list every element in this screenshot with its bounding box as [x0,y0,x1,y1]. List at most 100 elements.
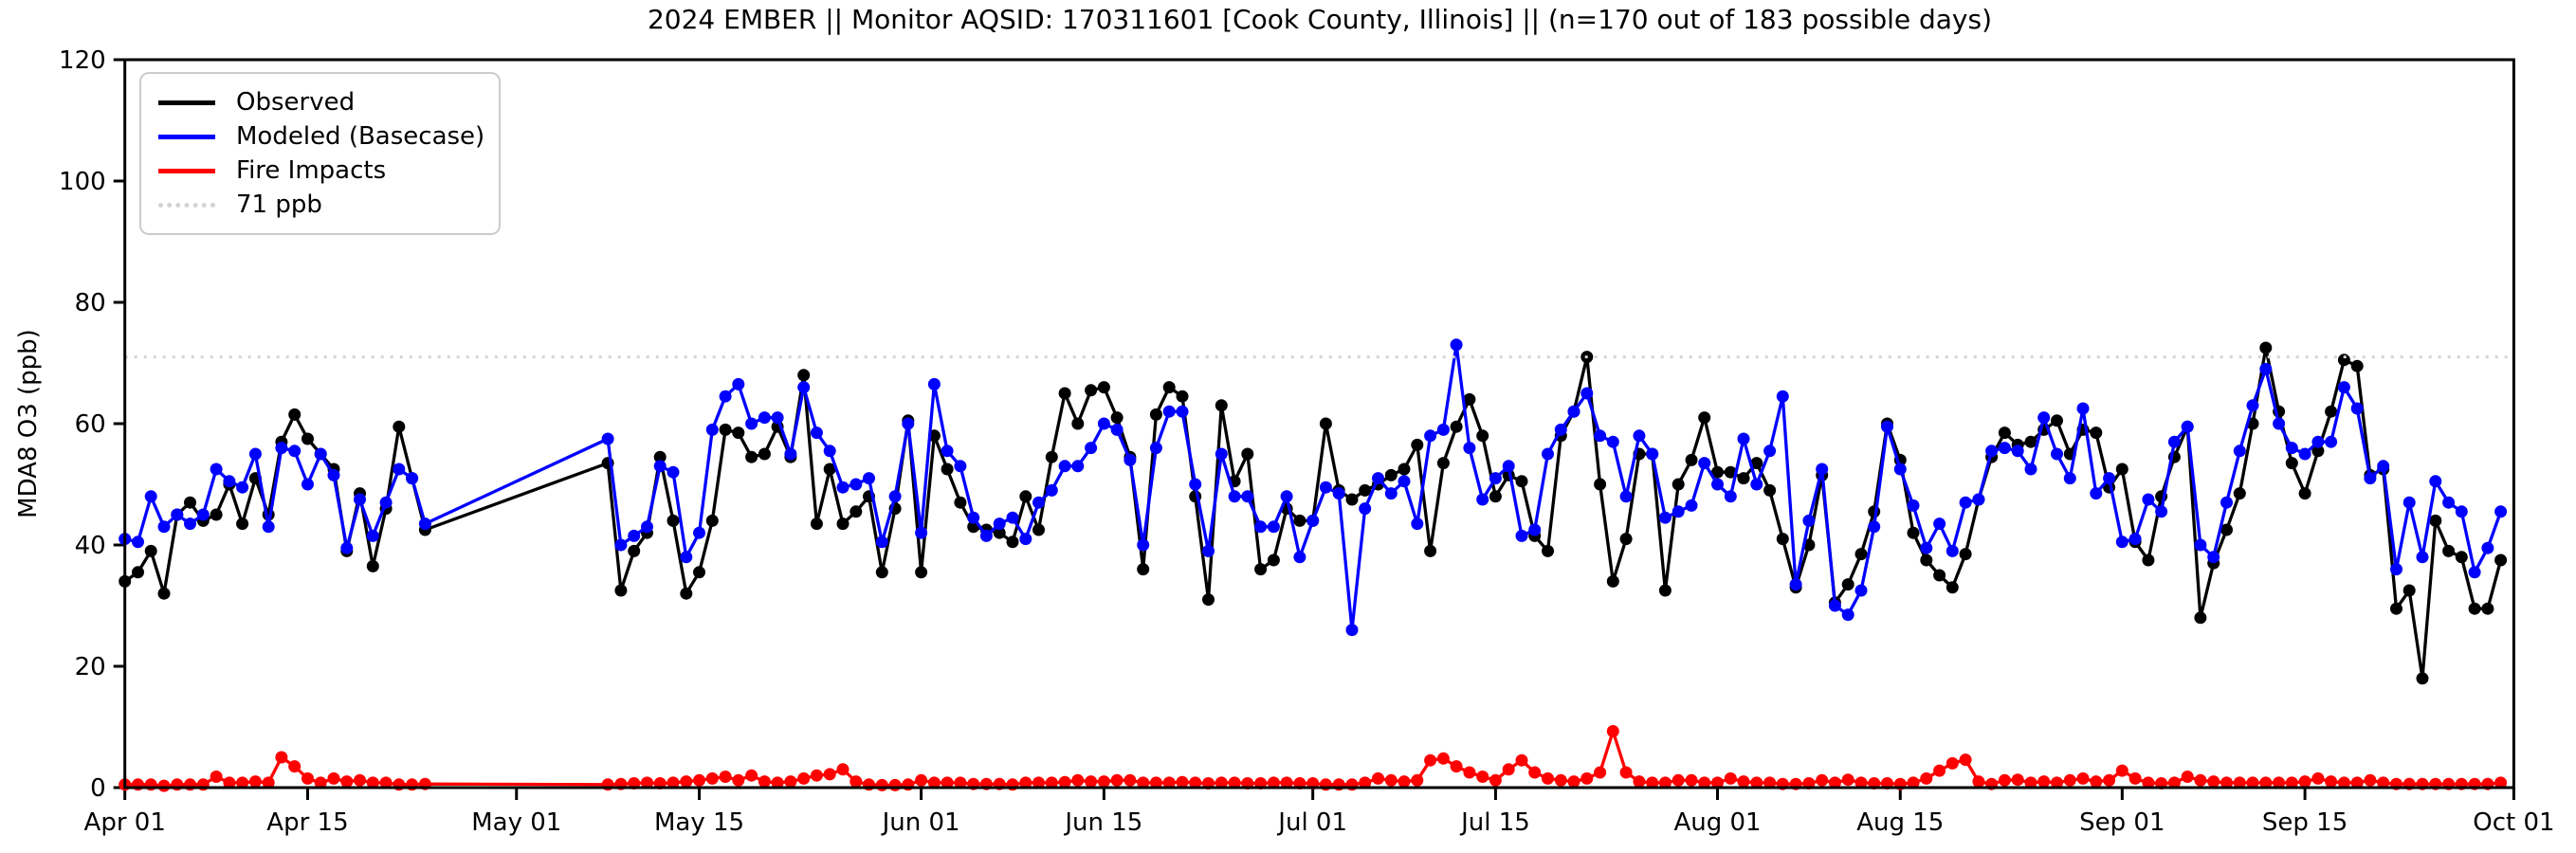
series-observed-marker [2233,487,2246,500]
series-observed-marker [1724,465,1737,479]
series-fire-impacts-marker [248,775,262,789]
series-modeled-basecase-marker [1750,478,1763,491]
legend-item-label: 71 ppb [236,191,322,219]
series-modeled-basecase-marker [810,426,823,440]
series-modeled-basecase-marker [2390,563,2402,576]
series-observed-marker [1032,523,1045,536]
series-fire-impacts-marker [275,751,288,764]
series-modeled-basecase-marker [301,478,314,491]
series-observed-marker [132,566,144,579]
series-modeled-basecase-marker [2337,381,2350,394]
series-observed-marker [2325,405,2338,418]
series-observed-marker [2481,602,2494,615]
series-fire-impacts-marker [1672,773,1685,787]
series-fire-impacts-marker [1280,776,1293,789]
series-fire-impacts-marker [797,771,811,785]
series-modeled-basecase-marker [1228,490,1241,503]
series-modeled-basecase-marker [2494,505,2508,518]
series-modeled-basecase-marker [823,445,836,458]
x-tick-label: May 01 [471,808,561,837]
series-observed-marker [875,566,888,579]
y-tick-label: 0 [90,774,106,803]
series-fire-impacts-marker [2337,776,2350,789]
series-fire-impacts-marker [1228,776,1241,789]
series-modeled-basecase-marker [2194,538,2207,552]
series-modeled-basecase-marker [758,411,771,425]
series-observed-marker [236,517,249,531]
series-observed-marker [1606,574,1619,588]
legend-item-0: Observed [158,88,482,117]
series-modeled-basecase-marker [1215,447,1228,461]
series-fire-impacts-marker [379,776,393,789]
series-observed-marker [2194,611,2207,625]
series-fire-impacts-marker [210,771,223,783]
series-observed-marker [1750,457,1763,470]
series-fire-impacts-marker [157,779,171,792]
series-fire-impacts-marker [2103,773,2116,787]
series-modeled-basecase-marker [406,472,419,485]
series-observed-marker [2220,523,2233,536]
x-tick-label: Jul 15 [1459,808,1530,837]
series-modeled-basecase-marker [314,447,327,461]
series-fire-impacts-marker [732,773,745,787]
series-observed-marker [810,517,823,531]
series-fire-impacts-marker [1711,776,1724,789]
series-modeled-basecase-marker [836,481,850,494]
series-observed-marker [1920,554,1933,567]
series-fire-impacts-marker [888,778,902,791]
series-observed-marker [1946,581,1959,594]
series-modeled-basecase-marker [2273,417,2286,430]
series-fire-impacts-marker [1476,771,1489,783]
series-observed-marker [1658,584,1672,597]
series-observed-marker [1384,468,1398,481]
series-fire-impacts-marker [1737,775,1750,789]
series-fire-impacts-marker [1854,776,1868,789]
series-modeled-basecase-marker [1567,405,1580,418]
series-fire-impacts-marker [236,776,249,789]
series-modeled-basecase-marker [667,465,680,479]
series-modeled-basecase-marker [1633,429,1646,443]
series-modeled-basecase-marker [1006,511,1019,524]
series-modeled-basecase-marker [2181,420,2194,433]
series-modeled-basecase-marker [1345,624,1359,637]
series-fire-impacts-marker [680,775,693,789]
series-modeled-basecase-marker [601,432,614,445]
series-fire-impacts-marker [2115,764,2128,777]
series-modeled-basecase-marker [1920,541,1933,554]
series-observed-marker [797,369,811,382]
series-modeled-basecase-marker [1045,483,1058,497]
series-fire-impacts-marker [1554,773,1567,787]
series-modeled-basecase-marker [2298,447,2311,461]
series-fire-impacts-marker [2128,771,2142,785]
series-fire-impacts-marker [1580,771,1594,785]
series-modeled-basecase-marker [418,517,431,531]
series-modeled-basecase-marker [1176,405,1189,418]
series-observed-marker [301,432,314,445]
series-fire-impacts-marker [1372,771,1384,785]
series-fire-impacts-marker [927,776,941,789]
series-observed-marker [1776,533,1789,546]
series-observed-marker [157,587,171,600]
series-modeled-basecase-marker [1985,445,1999,458]
x-tick-label: Jun 01 [881,808,960,837]
series-fire-impacts-marker [2167,776,2181,789]
series-fire-impacts-marker [693,773,705,787]
series-fire-impacts-marker [2207,775,2220,789]
series-modeled-basecase-marker [1907,499,1920,512]
series-fire-impacts-marker [1411,773,1424,787]
series-observed-marker [1006,535,1019,549]
series-fire-impacts-marker [836,763,850,776]
series-fire-impacts-marker [745,769,758,782]
series-fire-impacts-marker [719,771,732,783]
series-modeled-basecase-marker [1293,551,1306,564]
series-modeled-basecase-marker [366,529,379,542]
series-observed-marker [2429,514,2442,527]
series-fire-impacts-marker [2076,771,2090,785]
series-fire-impacts-marker [2246,776,2259,789]
series-modeled-basecase-marker [2051,447,2063,461]
series-modeled-basecase-marker [1411,517,1424,531]
series-modeled-basecase-marker [2128,533,2142,546]
series-observed-marker [1085,384,1098,397]
series-modeled-basecase-marker [941,445,954,458]
series-observed-marker [823,463,836,476]
